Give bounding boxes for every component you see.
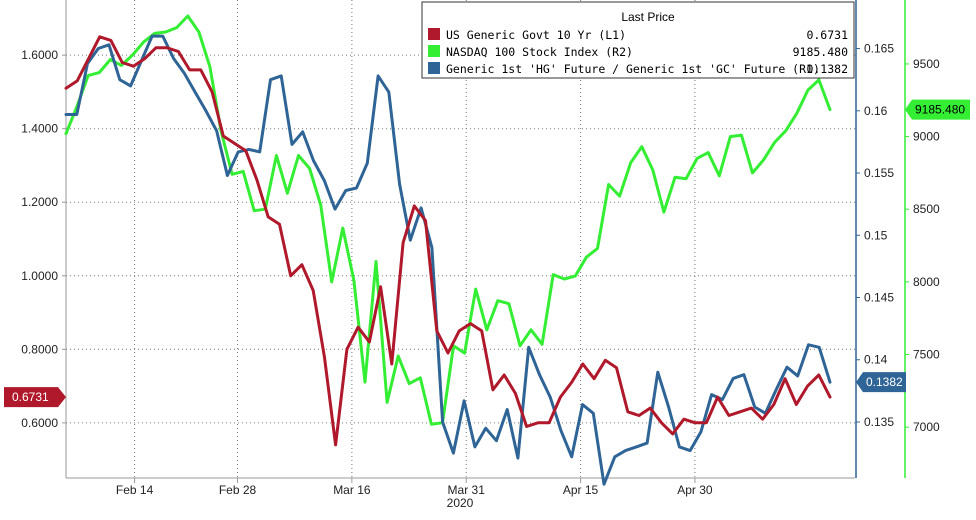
axes: 0.6000 0.8000 1.0000 1.2000 1.4000 1.6000 Feb … bbox=[21, 0, 940, 497]
legend-title: Last Price bbox=[621, 10, 675, 24]
right1-tick-label: 0.16 bbox=[864, 104, 888, 118]
right1-last-value-badge bbox=[856, 372, 906, 393]
legend-swatch bbox=[428, 45, 440, 57]
right2-tick-label: 7000 bbox=[913, 420, 940, 434]
last-value-badges: 0.6731 0.1382 9185.480 bbox=[4, 99, 970, 408]
x-tick-label: Mar 16 bbox=[333, 483, 371, 497]
right1-tick-label: 0.14 bbox=[864, 353, 888, 367]
left-tick-label: 1.0000 bbox=[21, 269, 58, 283]
left-last-value-text: 0.6731 bbox=[12, 390, 49, 404]
x-tick-label: Feb 28 bbox=[219, 483, 257, 497]
legend-entry-name: Generic 1st 'HG' Future / Generic 1st 'G… bbox=[446, 62, 820, 76]
right1-tick-label: 0.135 bbox=[864, 415, 894, 429]
right2-last-value-badge bbox=[905, 99, 970, 120]
right2-tick-label: 9500 bbox=[913, 57, 940, 71]
right1-tick-label: 0.15 bbox=[864, 228, 888, 242]
right2-tick-label: 7500 bbox=[913, 348, 940, 362]
right2-last-value-text: 9185.480 bbox=[915, 103, 965, 117]
legend-entry-value: 0.6731 bbox=[806, 28, 848, 42]
legend-box bbox=[421, 1, 855, 79]
right1-tick-label: 0.145 bbox=[864, 291, 894, 305]
right2-tick-label: 9000 bbox=[913, 130, 940, 144]
legend-entry-name: US Generic Govt 10 Yr (L1) bbox=[446, 28, 626, 42]
legend-entry-value: 9185.480 bbox=[793, 45, 848, 59]
left-last-value-badge bbox=[4, 387, 66, 408]
series-line-generic-1st-hg-future-generic-1st-gc-future bbox=[64, 34, 832, 486]
right2-tick-label: 8500 bbox=[913, 202, 940, 216]
right2-tick-label: 8000 bbox=[913, 275, 940, 289]
x-tick-label: Mar 31 bbox=[448, 483, 486, 497]
legend-swatch bbox=[428, 62, 440, 74]
series-line-nasdaq-100-stock-index bbox=[64, 14, 832, 426]
x-axis-year-label: 2020 bbox=[447, 496, 474, 510]
left-tick-label: 0.6000 bbox=[21, 416, 58, 430]
series-line-us-generic-govt-10-yr bbox=[64, 35, 832, 447]
legend-swatch bbox=[428, 28, 440, 40]
x-tick-label: Feb 14 bbox=[116, 483, 154, 497]
left-tick-label: 1.6000 bbox=[21, 48, 58, 62]
legend-entry-value: 0.1382 bbox=[806, 62, 848, 76]
legend: Last Price US Generic Govt 10 Yr (L1) 0.67… bbox=[421, 1, 855, 79]
right1-tick-label: 0.165 bbox=[864, 42, 894, 56]
left-tick-label: 1.4000 bbox=[21, 122, 58, 136]
x-tick-label: Apr 15 bbox=[563, 483, 599, 497]
left-tick-label: 1.2000 bbox=[21, 195, 58, 209]
right1-tick-label: 0.155 bbox=[864, 166, 894, 180]
legend-entry-name: NASDAQ 100 Stock Index (R2) bbox=[446, 45, 633, 59]
left-tick-label: 0.8000 bbox=[21, 342, 58, 356]
x-tick-label: Apr 30 bbox=[677, 483, 713, 497]
right1-last-value-text: 0.1382 bbox=[866, 375, 903, 389]
series-layer bbox=[64, 14, 832, 486]
